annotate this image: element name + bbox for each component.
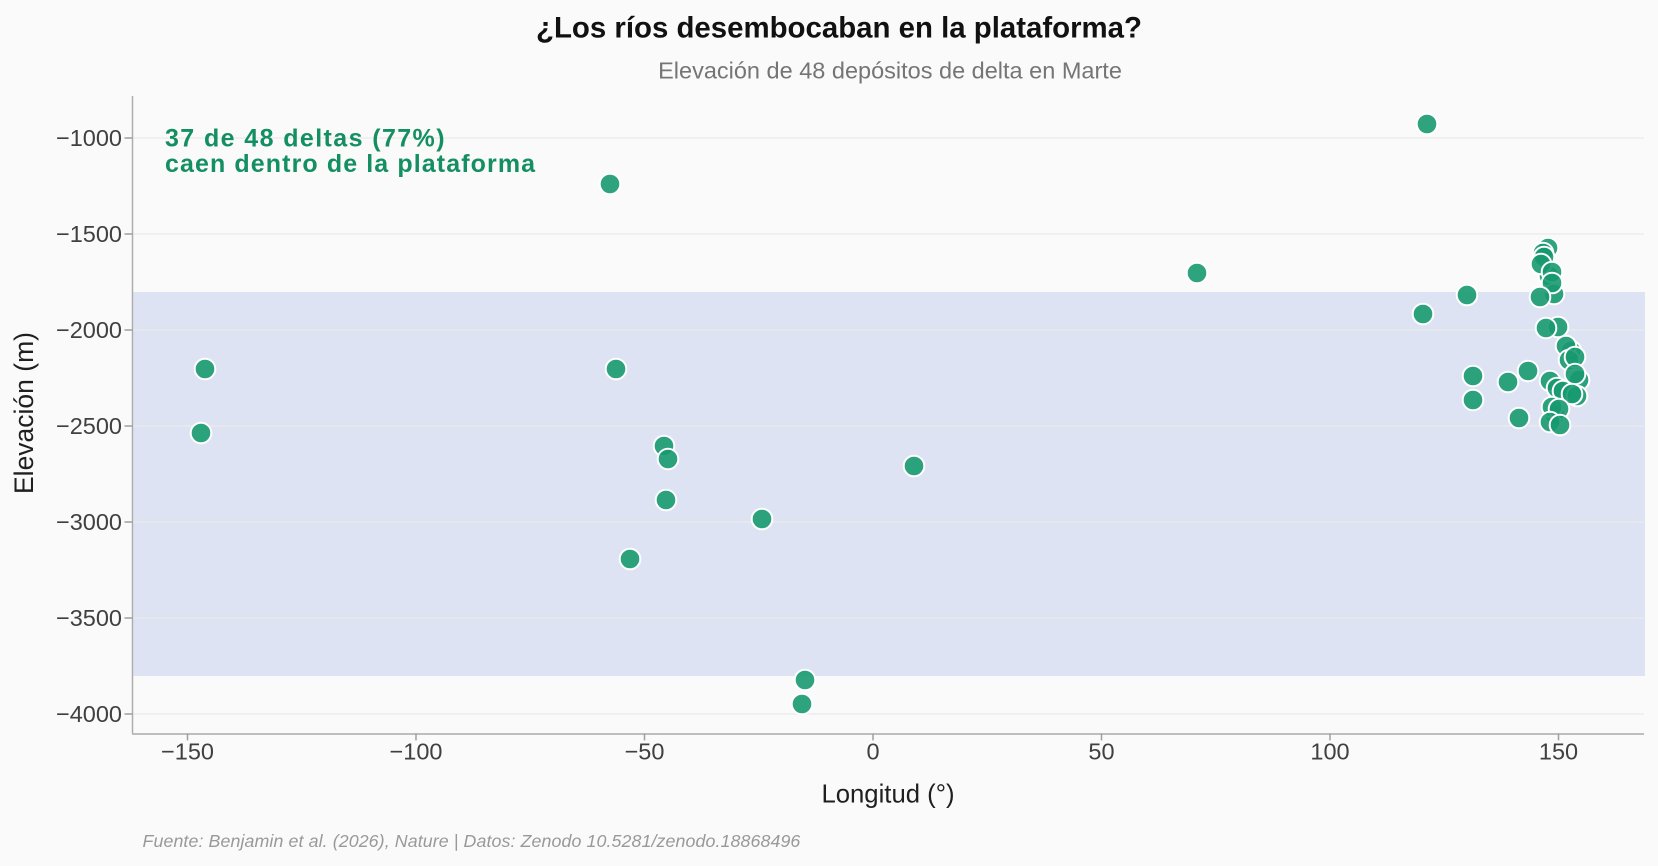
svg-text:−4000: −4000 [56,701,122,727]
svg-text:−100: −100 [390,739,443,765]
svg-text:−3500: −3500 [56,605,122,631]
svg-text:Elevación (m): Elevación (m) [9,332,39,494]
svg-text:0: 0 [866,739,879,765]
svg-text:100: 100 [1310,739,1349,765]
svg-text:Longitud (°): Longitud (°) [821,781,954,809]
svg-text:caen dentro de la plataforma: caen dentro de la plataforma [165,150,536,178]
svg-text:−2500: −2500 [56,413,122,439]
svg-text:−150: −150 [161,739,214,765]
svg-text:−50: −50 [625,739,665,765]
svg-text:150: 150 [1539,739,1578,765]
svg-text:37 de 48 deltas (77%): 37 de 48 deltas (77%) [165,125,446,153]
svg-text:¿Los ríos desembocaban en la p: ¿Los ríos desembocaban en la plataforma? [536,12,1142,45]
svg-text:−1500: −1500 [56,221,122,247]
svg-text:Elevación de 48 depósitos de d: Elevación de 48 depósitos de delta en Ma… [658,58,1122,84]
svg-text:−3000: −3000 [56,509,122,535]
svg-text:50: 50 [1088,739,1114,765]
svg-text:Fuente: Benjamin et al. (2026): Fuente: Benjamin et al. (2026), Nature |… [143,831,801,851]
svg-text:−1000: −1000 [56,125,122,151]
svg-text:−2000: −2000 [56,317,122,343]
